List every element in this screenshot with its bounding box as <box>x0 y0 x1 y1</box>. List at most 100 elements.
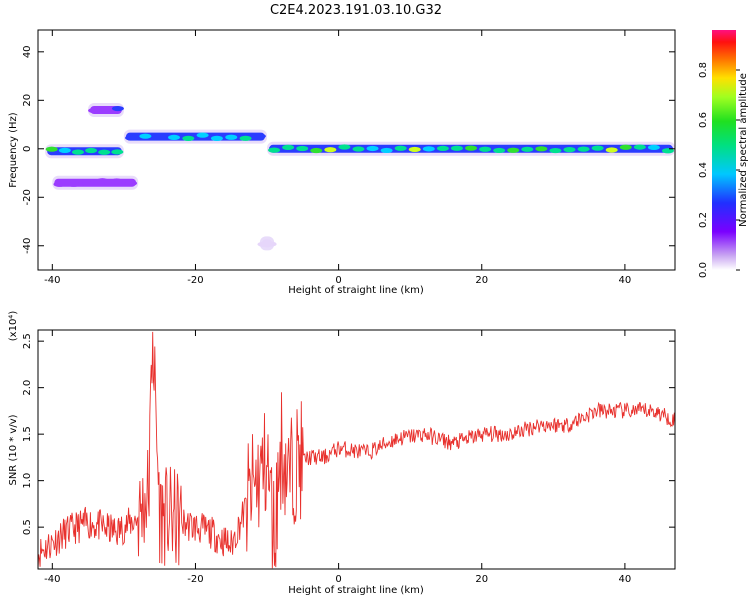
heatmap-feature-core <box>47 147 122 156</box>
heatmap-cell <box>167 134 180 141</box>
heatmap-cell <box>82 181 95 187</box>
heatmap-cell <box>268 147 281 153</box>
heatmap-cell <box>85 147 98 154</box>
heatmap-cell <box>45 146 58 152</box>
heatmap-cell <box>71 149 84 155</box>
heatmap-cell <box>67 181 80 187</box>
colorbar-tick-label: 0.4 <box>698 162 709 178</box>
heatmap-xtick-label: 20 <box>475 275 488 286</box>
heatmap-ytick-label: 40 <box>22 45 33 58</box>
snr-xtick-label: -20 <box>187 574 203 585</box>
heatmap-cell <box>338 144 351 150</box>
heatmap-xtick-label: -20 <box>187 275 203 286</box>
heatmap-xtick-label: 40 <box>619 275 632 286</box>
colorbar-scale <box>712 30 736 270</box>
heatmap-cell <box>563 147 576 153</box>
heatmap-cell <box>153 134 166 141</box>
heatmap-ytick-label: -40 <box>22 238 33 254</box>
colorbar-label: Normalized spectral amplitude <box>738 73 749 227</box>
snr-line <box>38 331 675 569</box>
heatmap-cell <box>647 144 660 151</box>
heatmap-xtick-label: 0 <box>335 275 341 286</box>
heatmap-cell <box>605 147 618 153</box>
heatmap-cell <box>210 135 223 141</box>
chart-title: C2E4.2023.191.03.10.G32 <box>270 3 442 18</box>
snr-xtick-label: 20 <box>475 574 488 585</box>
heatmap-cell <box>450 145 463 151</box>
snr-ytick-label: 1.0 <box>22 473 33 489</box>
heatmap-ytick-label: 20 <box>22 94 33 107</box>
heatmap-x-ticks: -40 -20 0 20 40 <box>44 30 631 286</box>
heatmap-cell <box>549 147 562 154</box>
heatmap-cell <box>125 135 138 141</box>
snr-ytick-label: 0.5 <box>22 519 33 535</box>
heatmap-y-ticks: -40 -20 0 20 40 <box>22 45 675 254</box>
heatmap-cell <box>98 149 111 155</box>
heatmap-cell <box>408 146 421 153</box>
heatmap-cell <box>366 145 379 152</box>
snr-y-label: SNR (10 * v/v) <box>8 414 19 485</box>
heatmap-cell <box>253 133 266 139</box>
heatmap-cell <box>507 147 520 153</box>
heatmap-frame <box>37 29 676 271</box>
snr-xtick-label: 40 <box>619 574 632 585</box>
heatmap-cell <box>53 181 66 187</box>
snr-x-label: Height of straight line (km) <box>288 585 424 596</box>
snr-ytick-label: 2.0 <box>22 380 33 396</box>
heatmap-cell <box>619 144 632 150</box>
heatmap-cell <box>465 145 478 151</box>
heatmap-cell <box>479 146 492 152</box>
heatmap-ytick-label: -20 <box>22 189 33 205</box>
snr-y-scale-note: (x10⁴) <box>8 311 19 342</box>
heatmap-cell <box>282 144 295 150</box>
heatmap-cell <box>196 132 209 138</box>
heatmap-cell <box>422 146 435 152</box>
heatmap-cell <box>125 180 138 186</box>
heatmap-cell <box>521 146 534 152</box>
heatmap-cell <box>577 146 590 152</box>
snr-xtick-label: -40 <box>44 574 60 585</box>
heatmap-cell <box>324 147 337 153</box>
snr-frame <box>37 329 676 570</box>
heatmap-cell <box>352 146 365 152</box>
heatmap-x-label: Height of straight line (km) <box>288 285 424 296</box>
colorbar-tick-label: 0.6 <box>698 112 709 128</box>
colorbar-tick-label: 0.2 <box>698 212 709 228</box>
heatmap-cell <box>239 135 252 141</box>
heatmap-cell <box>111 149 124 155</box>
heatmap-cell <box>310 147 323 154</box>
heatmap-cell <box>110 178 123 184</box>
heatmap-panel: -40 -20 0 20 40 -40 -20 0 20 40 Height of straig… <box>8 29 676 296</box>
snr-x-ticks: -40 -20 0 20 40 <box>44 330 631 585</box>
heatmap-ytick-label: 0 <box>22 146 33 152</box>
snr-ytick-label: 2.5 <box>22 333 33 349</box>
heatmap-cell <box>296 145 309 152</box>
snr-panel: -40 -20 0 20 40 0.5 1.0 1.5 2.0 2.5 Height of st… <box>8 311 676 596</box>
colorbar-tick-label: 0.8 <box>698 62 709 78</box>
snr-xtick-label: 0 <box>335 574 341 585</box>
colorbar-ticks: 0.0 0.2 0.4 0.6 0.8 <box>698 62 740 278</box>
heatmap-xtick-label: -40 <box>44 275 60 286</box>
heatmap-cell <box>58 147 71 153</box>
heatmap-cell <box>111 105 124 112</box>
heatmap-cell <box>380 147 393 154</box>
snr-y-ticks: 0.5 1.0 1.5 2.0 2.5 <box>22 333 675 535</box>
heatmap-cell <box>99 107 112 113</box>
colorbar: 0.0 0.2 0.4 0.6 0.8 Normalized spectral ampl… <box>698 30 749 278</box>
heatmap-cell <box>436 145 449 152</box>
heatmap-cell <box>225 134 238 140</box>
heatmap-cell <box>394 145 407 151</box>
heatmap-cell <box>182 135 195 141</box>
heatmap-feature-core <box>54 178 137 187</box>
heatmap-y-label: Frequency (Hz) <box>8 112 19 188</box>
heatmap-cell <box>535 146 548 152</box>
heatmap-cell <box>264 241 277 247</box>
colorbar-tick-label: 0.0 <box>698 262 709 278</box>
heatmap-cell <box>96 178 109 184</box>
heatmap-features <box>45 103 675 251</box>
heatmap-cell <box>633 144 646 150</box>
heatmap-cell <box>88 107 101 114</box>
heatmap-cell <box>493 147 506 154</box>
snr-ytick-label: 1.5 <box>22 426 33 442</box>
